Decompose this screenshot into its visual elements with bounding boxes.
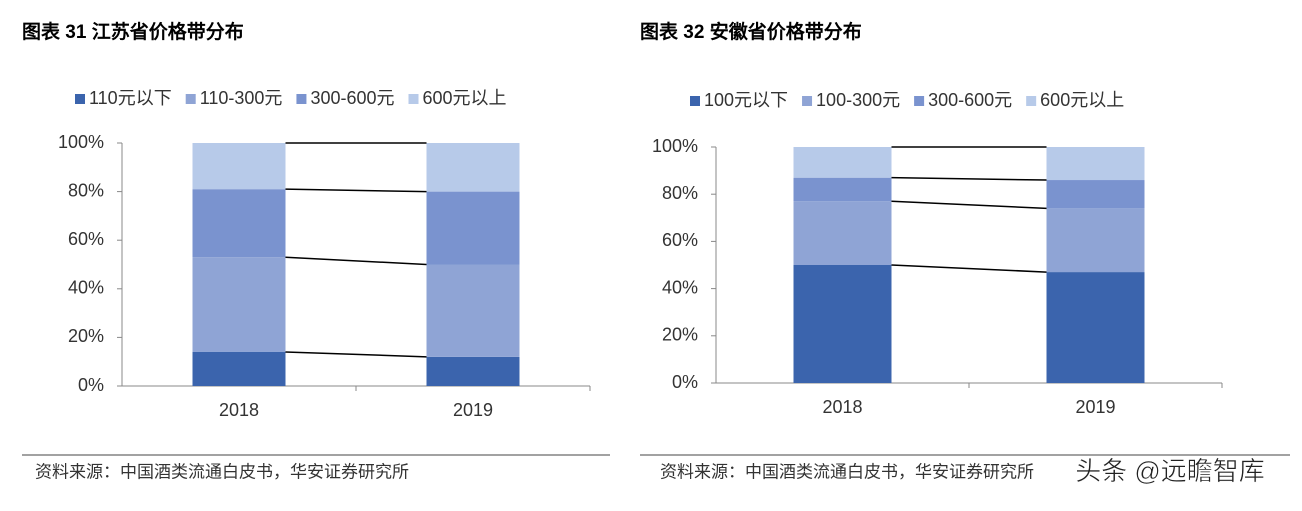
y-tick-label: 80%: [662, 183, 698, 203]
y-tick-label: 40%: [662, 277, 698, 297]
y-tick-label: 40%: [68, 278, 104, 298]
bar-segment: [192, 257, 286, 352]
legend-swatch: [690, 96, 700, 106]
legend-label: 100元以下: [704, 90, 788, 110]
y-tick-label: 0%: [672, 372, 698, 392]
legend-label: 600元以上: [423, 88, 507, 108]
legend-swatch: [185, 94, 196, 104]
legend-label: 100-300元: [816, 90, 900, 110]
bar-segment: [192, 143, 286, 190]
bar-segment: [426, 356, 520, 386]
x-tick-label: 2019: [1075, 397, 1115, 417]
legend-label: 110元以下: [89, 88, 172, 108]
bar-segment: [192, 351, 286, 386]
bar-segment: [793, 147, 892, 178]
legend-swatch: [408, 94, 419, 104]
y-tick-label: 20%: [662, 325, 698, 345]
bar-segment: [793, 201, 892, 265]
legend-label: 300-600元: [928, 90, 1012, 110]
connector-line: [891, 264, 1047, 273]
bar-segment: [192, 189, 286, 258]
legend-swatch: [75, 94, 85, 104]
connector-line: [285, 188, 427, 193]
chart-title: 图表 32 安徽省价格带分布: [640, 20, 862, 43]
connector-line: [891, 200, 1047, 210]
bar-segment: [793, 265, 892, 383]
y-tick-label: 80%: [68, 180, 104, 200]
legend-swatch: [1026, 96, 1037, 106]
legend-label: 300-600元: [310, 88, 394, 108]
bar-segment: [1046, 208, 1145, 273]
legend-swatch: [296, 94, 307, 104]
connector-line: [285, 256, 427, 266]
bar-segment: [426, 264, 520, 357]
x-tick-label: 2018: [822, 397, 862, 417]
bar-segment: [426, 191, 520, 265]
watermark: 头条 @远瞻智库: [1075, 456, 1265, 486]
source-note: 资料来源：中国酒类流通白皮书，华安证券研究所: [35, 462, 409, 481]
bar-segment: [1046, 272, 1145, 383]
legend-label: 600元以上: [1040, 90, 1124, 110]
bar-segment: [1046, 147, 1145, 181]
x-tick-label: 2018: [219, 400, 259, 420]
y-tick-label: 60%: [662, 230, 698, 250]
connector-line: [285, 351, 427, 358]
bar-segment: [1046, 180, 1145, 209]
bar-segment: [426, 143, 520, 192]
legend-swatch: [914, 96, 925, 106]
bar-segment: [793, 177, 892, 202]
y-tick-label: 100%: [652, 136, 698, 156]
connector-line: [891, 176, 1047, 181]
chart-title: 图表 31 江苏省价格带分布: [22, 20, 244, 43]
y-tick-label: 0%: [78, 375, 104, 395]
y-tick-label: 100%: [58, 132, 104, 152]
legend-swatch: [802, 96, 813, 106]
y-tick-label: 20%: [68, 326, 104, 346]
y-tick-label: 60%: [68, 229, 104, 249]
x-tick-label: 2019: [453, 400, 493, 420]
source-note: 资料来源：中国酒类流通白皮书，华安证券研究所: [660, 462, 1034, 481]
legend-label: 110-300元: [200, 88, 283, 108]
